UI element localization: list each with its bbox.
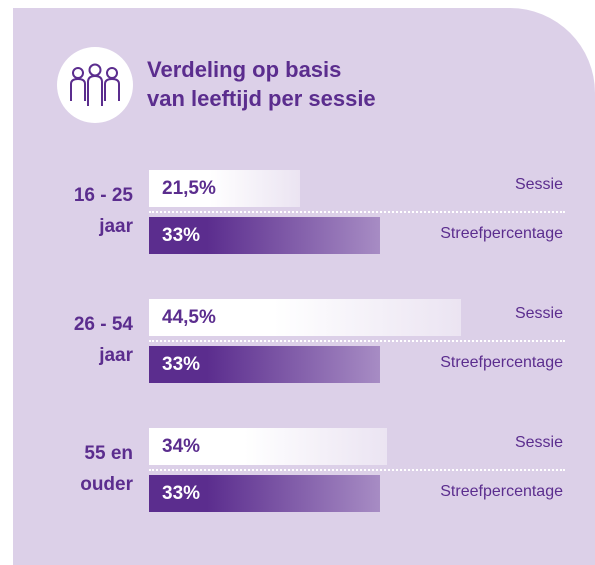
bar [149,475,380,512]
value-label: 33% [162,354,201,375]
value-label: 34% [162,436,201,457]
value-label: 44,5% [162,307,216,328]
bar [149,346,380,383]
value-label: 33% [162,483,201,504]
series-label: Sessie [514,434,563,451]
people-icon [57,47,133,123]
category-label: 16 - 25 jaar [73,185,133,237]
value-label: 21,5% [162,178,216,199]
series-label: Sessie [514,176,563,193]
bar [149,299,461,336]
chart-title: Verdeling op basis van leeftijd per sess… [147,57,376,111]
separator [149,469,565,471]
bar [149,170,300,207]
bar [149,217,380,254]
separator [149,211,565,213]
category-label: 26 - 54 jaar [73,314,133,366]
series-label: Streefpercentage [440,354,563,371]
separator [149,340,565,342]
series-label: Streefpercentage [440,225,563,242]
bar [149,428,387,465]
category-label: 55 en ouder [80,443,133,495]
series-label: Streefpercentage [440,483,563,500]
series-label: Sessie [514,305,563,322]
value-label: 33% [162,225,201,246]
